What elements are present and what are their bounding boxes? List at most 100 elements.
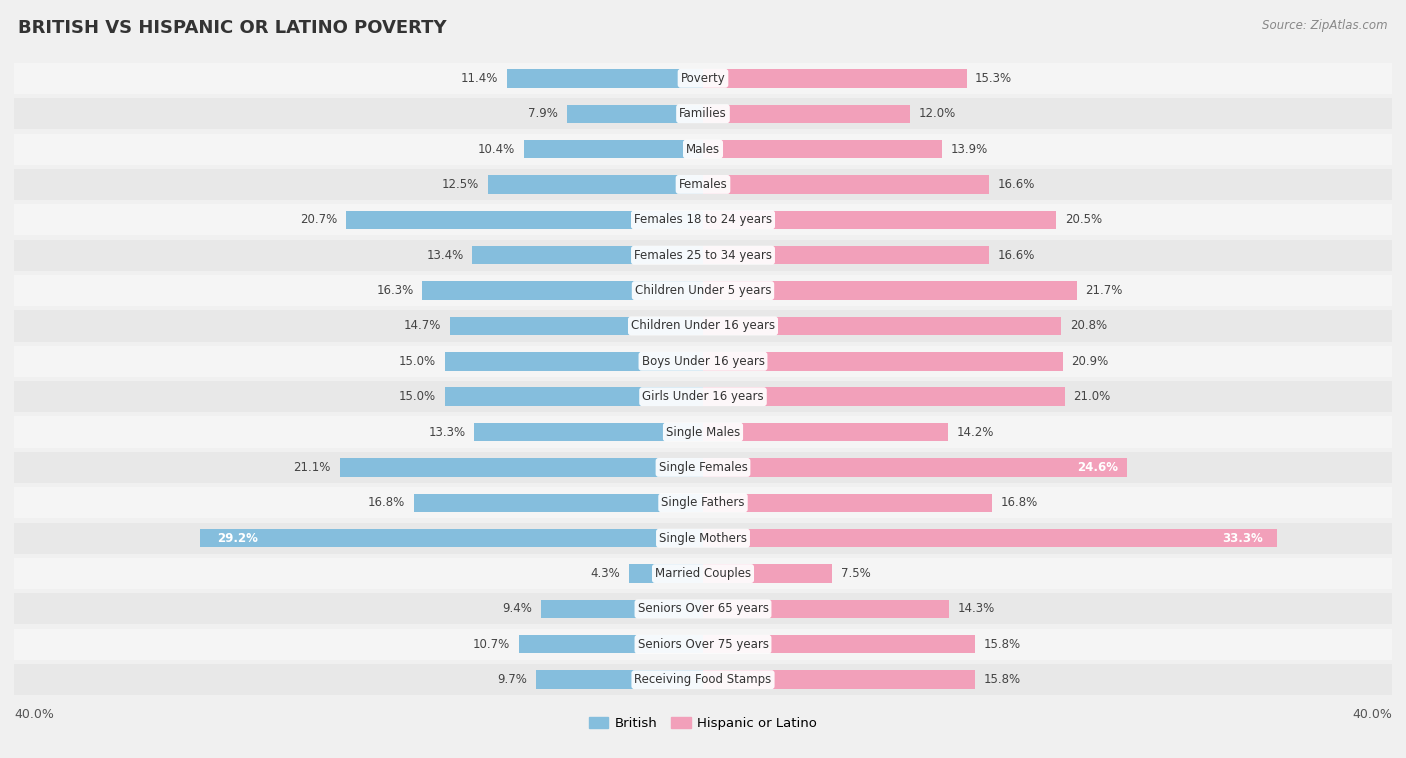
Bar [703,317,1062,335]
Bar [703,671,976,689]
Text: Receiving Food Stamps: Receiving Food Stamps [634,673,772,686]
Bar [14,346,1392,377]
Bar [524,140,703,158]
Text: 9.4%: 9.4% [502,603,533,615]
Text: Single Females: Single Females [658,461,748,474]
Bar [14,416,1392,448]
Text: Source: ZipAtlas.com: Source: ZipAtlas.com [1263,19,1388,32]
Bar [703,423,948,441]
Bar [488,175,703,193]
Text: 29.2%: 29.2% [218,531,259,545]
Bar [541,600,703,618]
Text: 14.2%: 14.2% [956,425,994,439]
Bar [14,169,1392,200]
Text: 13.3%: 13.3% [429,425,465,439]
Text: 15.0%: 15.0% [399,390,436,403]
Text: 15.8%: 15.8% [984,637,1021,651]
Bar [14,522,1392,554]
Text: 11.4%: 11.4% [461,72,498,85]
Bar [14,558,1392,589]
Text: Males: Males [686,143,720,155]
Text: Boys Under 16 years: Boys Under 16 years [641,355,765,368]
Bar [703,565,832,583]
Bar [14,133,1392,164]
Text: Single Fathers: Single Fathers [661,496,745,509]
Bar [519,635,703,653]
Bar [14,452,1392,483]
Text: 7.9%: 7.9% [529,107,558,121]
Bar [703,140,942,158]
Text: 10.4%: 10.4% [478,143,515,155]
Text: Seniors Over 75 years: Seniors Over 75 years [637,637,769,651]
Text: 15.3%: 15.3% [976,72,1012,85]
Text: 7.5%: 7.5% [841,567,870,580]
Bar [14,240,1392,271]
Text: 21.0%: 21.0% [1073,390,1111,403]
Text: 12.5%: 12.5% [441,178,479,191]
Bar [703,281,1077,299]
Bar [703,175,988,193]
Bar [14,628,1392,660]
Text: 9.7%: 9.7% [498,673,527,686]
Bar [472,246,703,265]
Bar [703,387,1064,406]
Text: 13.9%: 13.9% [950,143,988,155]
Bar [346,211,703,229]
Text: 16.6%: 16.6% [997,249,1035,262]
Text: Single Males: Single Males [666,425,740,439]
Bar [703,211,1056,229]
Bar [340,459,703,477]
Bar [703,493,993,512]
Bar [506,69,703,87]
Bar [536,671,703,689]
Text: 10.7%: 10.7% [472,637,510,651]
Text: 33.3%: 33.3% [1222,531,1263,545]
Bar [567,105,703,123]
Text: 40.0%: 40.0% [14,708,53,721]
Text: Seniors Over 65 years: Seniors Over 65 years [637,603,769,615]
Bar [14,98,1392,130]
Text: 12.0%: 12.0% [918,107,956,121]
Bar [703,459,1126,477]
Text: Girls Under 16 years: Girls Under 16 years [643,390,763,403]
Text: 21.7%: 21.7% [1085,284,1123,297]
Legend: British, Hispanic or Latino: British, Hispanic or Latino [583,712,823,735]
Text: Children Under 5 years: Children Under 5 years [634,284,772,297]
Text: 4.3%: 4.3% [591,567,620,580]
Bar [200,529,703,547]
Bar [14,275,1392,306]
Bar [444,352,703,371]
Bar [450,317,703,335]
Text: 14.3%: 14.3% [957,603,995,615]
Text: Females 18 to 24 years: Females 18 to 24 years [634,213,772,227]
Bar [14,487,1392,518]
Bar [474,423,703,441]
Text: Females: Females [679,178,727,191]
Bar [444,387,703,406]
Bar [628,565,703,583]
Bar [14,594,1392,625]
Bar [14,310,1392,342]
Text: 20.9%: 20.9% [1071,355,1109,368]
Text: 16.6%: 16.6% [997,178,1035,191]
Bar [422,281,703,299]
Text: Children Under 16 years: Children Under 16 years [631,319,775,333]
Bar [14,664,1392,695]
Text: 15.8%: 15.8% [984,673,1021,686]
Text: 21.1%: 21.1% [294,461,330,474]
Bar [703,352,1063,371]
Text: 16.3%: 16.3% [377,284,413,297]
Text: 20.5%: 20.5% [1064,213,1102,227]
Text: Females 25 to 34 years: Females 25 to 34 years [634,249,772,262]
Bar [703,635,976,653]
Text: 16.8%: 16.8% [1001,496,1038,509]
Text: 14.7%: 14.7% [404,319,441,333]
Text: Poverty: Poverty [681,72,725,85]
Text: 20.8%: 20.8% [1070,319,1107,333]
Bar [14,204,1392,236]
Bar [703,105,910,123]
Text: 16.8%: 16.8% [368,496,405,509]
Bar [703,600,949,618]
Bar [413,493,703,512]
Text: Single Mothers: Single Mothers [659,531,747,545]
